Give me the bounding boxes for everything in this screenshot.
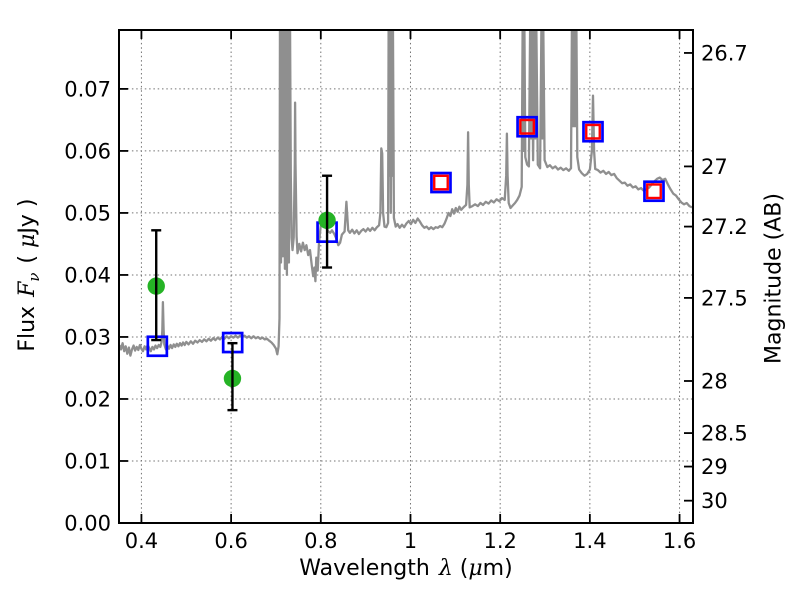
mu-symbol: μ	[14, 233, 40, 248]
y-left-tick-label: 0.06	[64, 139, 111, 163]
y-left-label-word: Flux	[14, 305, 40, 352]
x-tick-label: 1.4	[573, 529, 606, 553]
y-left-tick-label: 0.03	[64, 325, 111, 349]
model-square-red	[519, 118, 536, 135]
x-tick-label: 1.6	[663, 529, 696, 553]
error-bars	[151, 174, 333, 412]
axis-ticks	[119, 30, 693, 524]
x-tick-label: 1.2	[483, 529, 516, 553]
y-left-tick-label: 0.04	[64, 263, 111, 287]
y-right-tick-label: 27	[701, 155, 728, 179]
model-square-red	[433, 174, 449, 191]
x-axis-label: Wavelength λ (μm)	[299, 556, 513, 581]
model-square-blue	[516, 115, 538, 138]
tick-labels: 0.4 0.6 0.8 1 1.2 1.4 1.6 0.00 0.01 0.02 0.03 0.04 0…	[64, 41, 748, 553]
model-square-blue	[430, 171, 452, 194]
grid-lines	[119, 30, 693, 523]
y-left-tick-label: 0.00	[64, 512, 111, 536]
y-right-tick-label: 30	[701, 489, 728, 513]
flux-symbol: F	[14, 281, 40, 297]
y-left-axis-label: FluxFν( μJy )	[14, 198, 44, 352]
y-right-tick-label: 28.5	[701, 422, 748, 446]
y-right-tick-label: 26.7	[701, 41, 748, 65]
model-square-blue	[582, 120, 604, 143]
y-right-tick-label: 28	[701, 369, 728, 393]
mu-symbol: μ	[468, 556, 483, 581]
x-tick-label: 0.6	[214, 529, 247, 553]
spectrum-line	[119, 30, 693, 357]
axes-spines	[118, 29, 694, 524]
observed-points	[147, 211, 336, 388]
model-squares-blue	[146, 115, 665, 358]
model-square-blue	[643, 180, 665, 203]
lambda-symbol: λ	[438, 556, 453, 581]
model-squares-red	[433, 118, 662, 200]
model-square-red	[646, 183, 662, 200]
y-right-axis-label: Magnitude (AB)	[761, 193, 787, 364]
y-right-tick-label: 29	[701, 455, 728, 479]
model-square-red	[585, 123, 601, 140]
x-axis-label-word: Wavelength	[299, 556, 430, 581]
y-right-tick-label: 27.2	[701, 215, 748, 239]
y-left-tick-label: 0.02	[64, 387, 111, 411]
y-left-tick-label: 0.01	[64, 449, 111, 473]
y-left-tick-label: 0.05	[64, 201, 111, 225]
x-tick-label: 0.8	[304, 529, 337, 553]
x-tick-label: 1	[404, 529, 417, 553]
y-left-tick-label: 0.07	[64, 77, 111, 101]
x-tick-label: 0.4	[125, 529, 158, 553]
nu-subscript: ν	[25, 272, 44, 282]
y-right-tick-label: 27.5	[701, 286, 748, 310]
